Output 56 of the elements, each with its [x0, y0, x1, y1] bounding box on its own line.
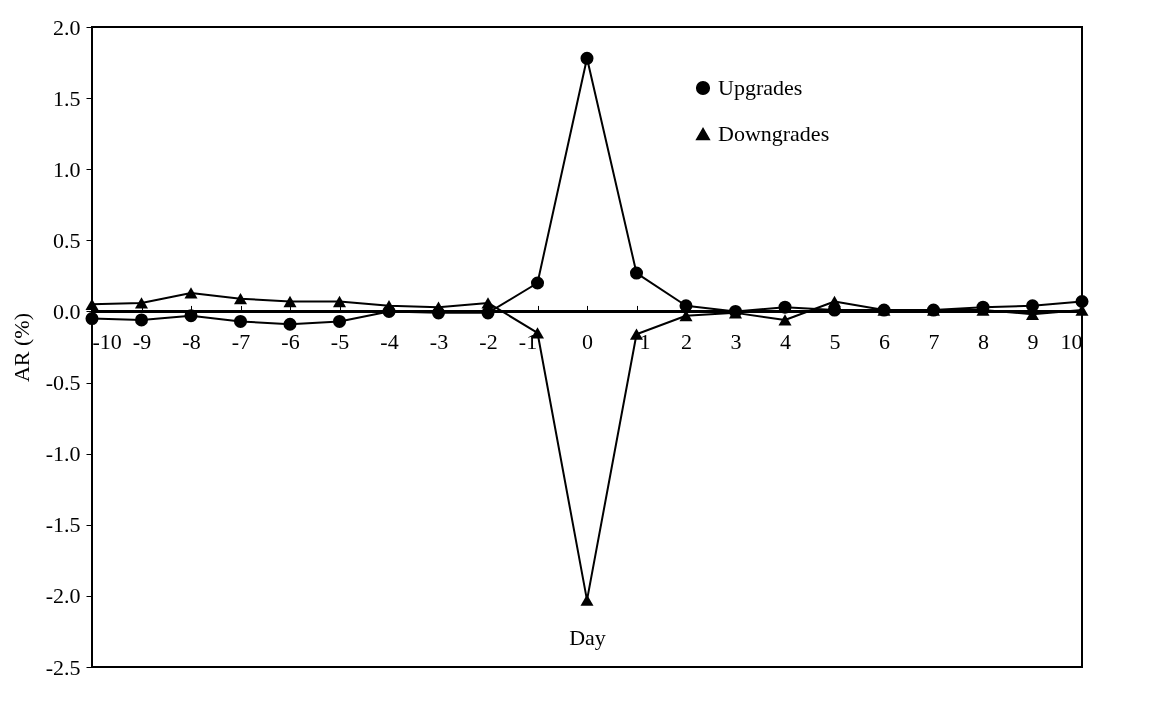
x-tick-label: 2 — [681, 328, 692, 354]
point — [778, 314, 792, 326]
point — [629, 266, 644, 280]
y-axis-title: AR (%) — [8, 312, 34, 383]
x-tick-label: 4 — [780, 328, 791, 354]
x-tick-label: -10 — [92, 328, 122, 354]
x-tick-label: -1 — [518, 328, 538, 354]
point — [580, 594, 594, 606]
point — [1075, 294, 1089, 308]
point — [134, 297, 149, 309]
x-tick-label: -8 — [182, 328, 201, 354]
legend-label: Downgrades — [718, 121, 830, 146]
point — [134, 313, 149, 327]
point — [85, 298, 99, 310]
y-tick-label: 1.0 — [53, 156, 81, 182]
point — [580, 51, 594, 65]
x-tick-label: 10 — [1060, 328, 1083, 354]
x-tick-label: -5 — [330, 328, 350, 354]
x-tick-label: -7 — [231, 328, 251, 354]
point — [530, 276, 545, 290]
legend-label: Upgrades — [718, 75, 803, 100]
point — [481, 297, 495, 309]
x-tick-label: -3 — [429, 328, 449, 354]
x-tick-label: -9 — [132, 328, 152, 354]
y-tick-label: 2.0 — [53, 14, 81, 40]
y-tick-label: 0.0 — [53, 298, 81, 324]
x-tick-label: 9 — [1027, 328, 1039, 354]
x-tick-label: 7 — [928, 328, 940, 354]
x-tick-label: 6 — [879, 328, 890, 354]
x-tick-label: 0 — [582, 328, 593, 354]
point — [85, 312, 99, 326]
point — [283, 295, 297, 308]
y-tick-label: -1.5 — [45, 512, 81, 538]
point — [332, 295, 347, 308]
point — [827, 295, 842, 308]
point — [233, 314, 248, 328]
x-axis-title: Day — [569, 624, 606, 650]
x-tick-label: 8 — [978, 328, 989, 354]
point — [283, 317, 297, 331]
y-tick-label: 0.5 — [53, 227, 81, 253]
point — [184, 287, 198, 299]
x-tick-label: 3 — [730, 328, 742, 354]
x-tick-label: 5 — [829, 328, 841, 354]
y-tick-label: -2.5 — [45, 654, 81, 680]
y-tick-label: -2.0 — [45, 583, 81, 609]
x-tick-label: -2 — [479, 328, 498, 354]
x-tick-label: 1 — [639, 328, 651, 354]
x-tick-label: -4 — [380, 328, 399, 354]
y-tick-label: -0.5 — [45, 370, 81, 396]
point — [233, 293, 248, 305]
x-tick-label: -6 — [281, 328, 300, 354]
point — [332, 314, 347, 328]
y-tick-label: -1.0 — [45, 441, 81, 467]
point — [778, 300, 792, 314]
y-tick-label: 1.5 — [53, 85, 81, 111]
point — [184, 309, 198, 323]
